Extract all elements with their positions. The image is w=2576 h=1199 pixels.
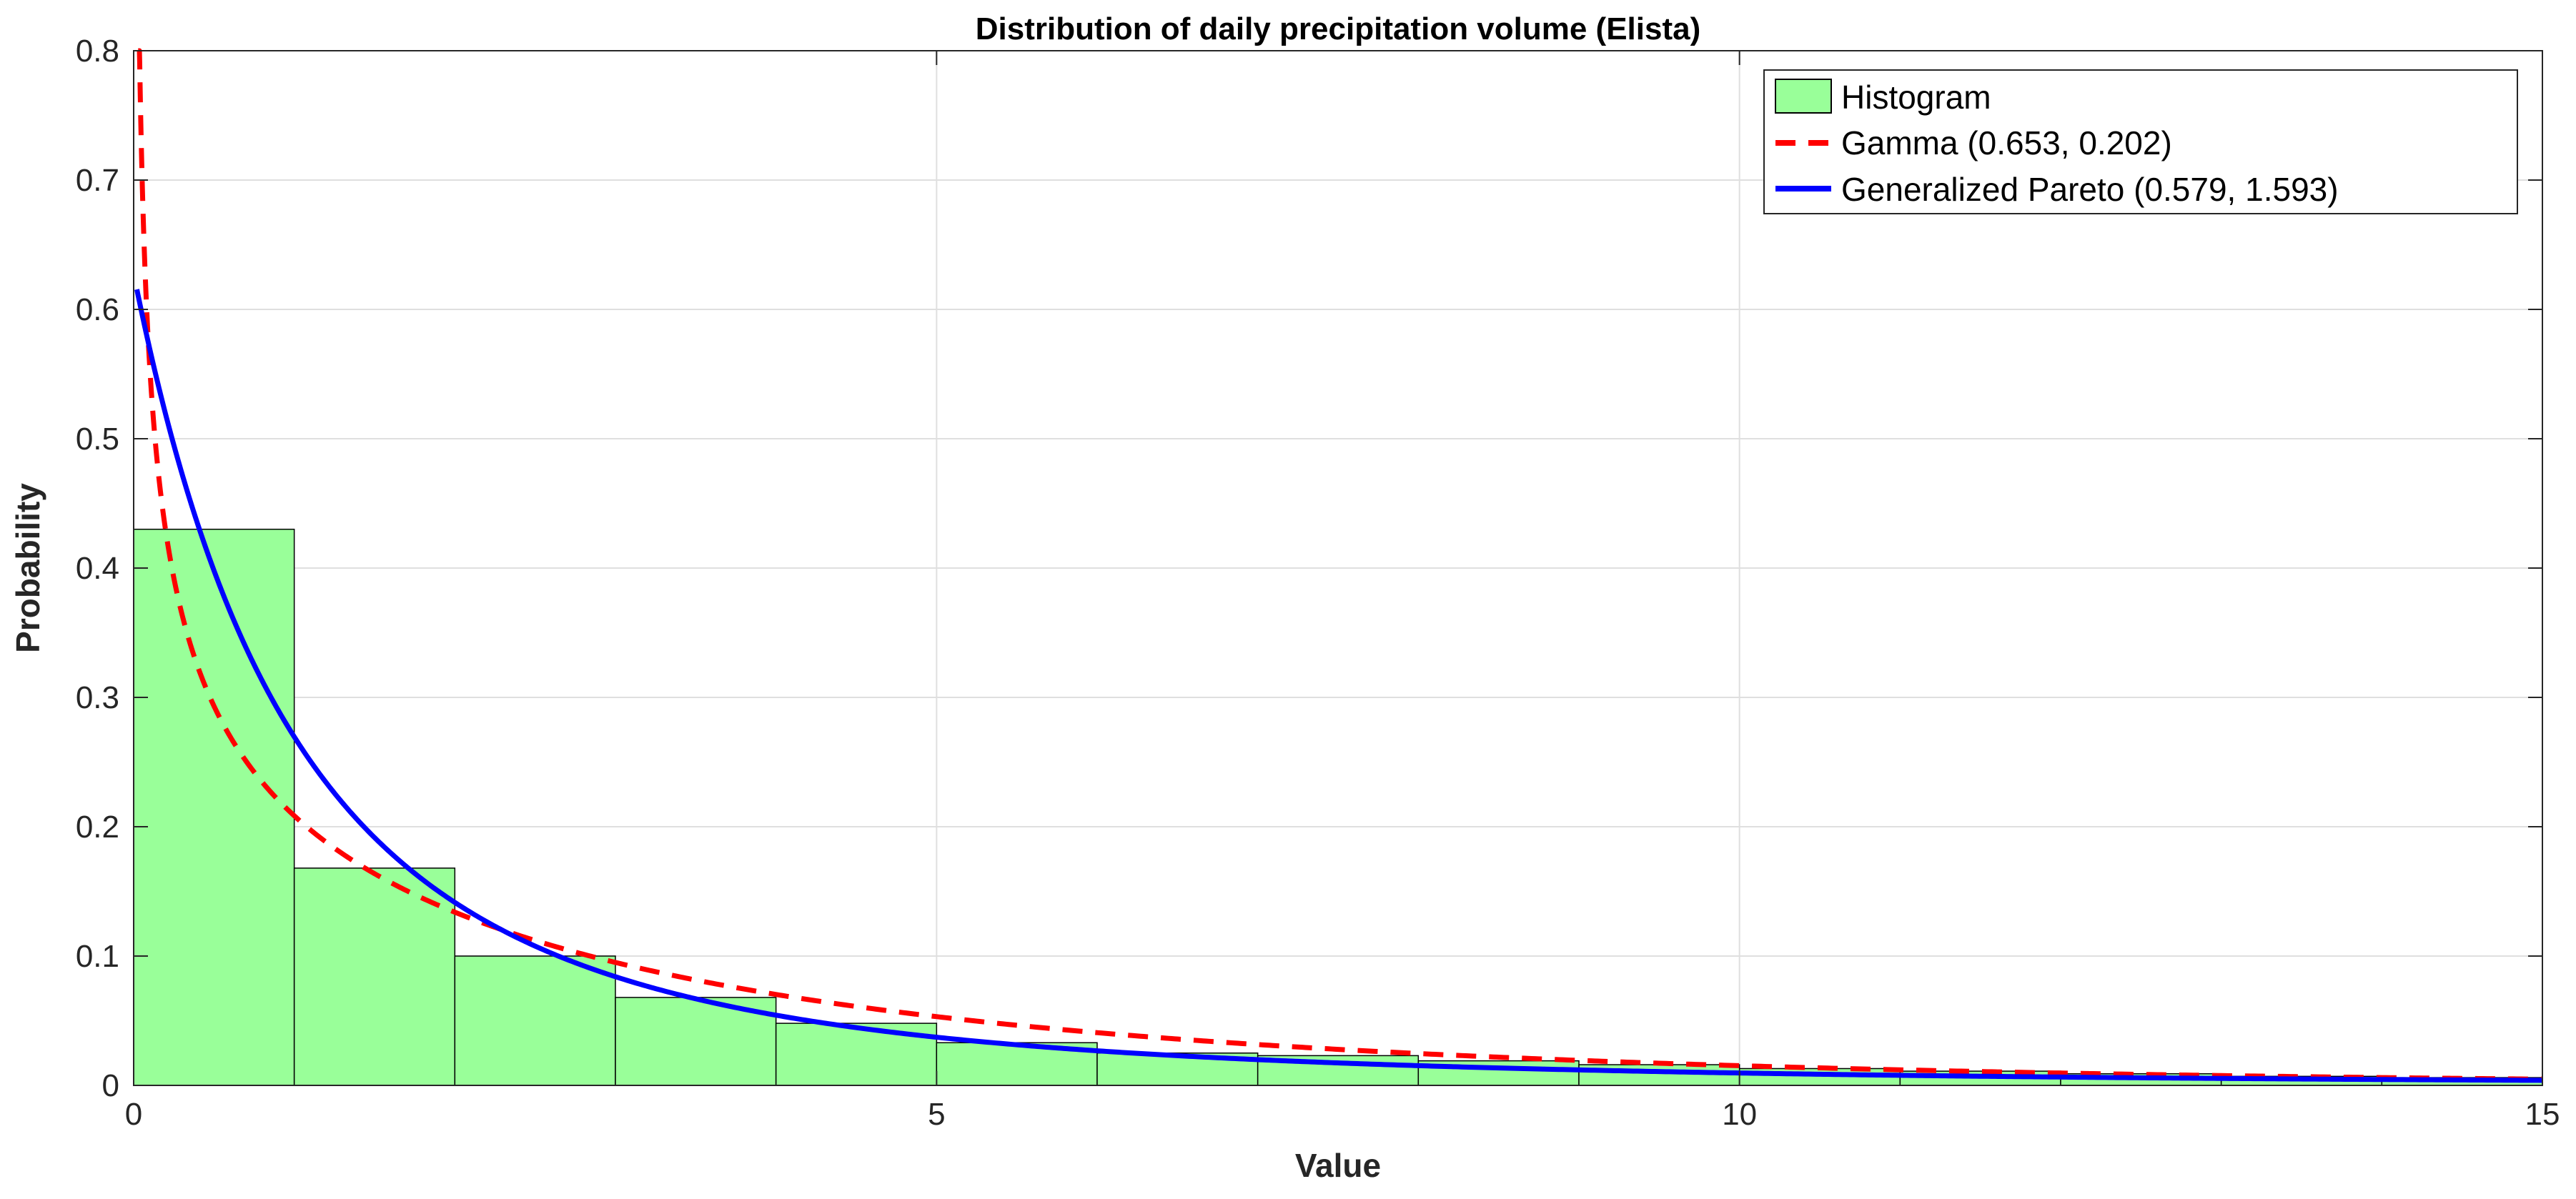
y-tick-label: 0.3 bbox=[76, 680, 119, 715]
legend: Histogram Gamma (0.653, 0.202) Generaliz… bbox=[1763, 69, 2518, 214]
x-axis-label: Value bbox=[1295, 1147, 1381, 1184]
histogram-bar bbox=[133, 528, 295, 1086]
legend-box bbox=[1763, 69, 2518, 214]
y-tick-label: 0.5 bbox=[76, 422, 119, 457]
gamma-curve bbox=[135, 48, 2543, 1082]
x-tick-label: 10 bbox=[1722, 1097, 1757, 1132]
y-tick-label: 0 bbox=[102, 1068, 119, 1103]
y-tick-label: 0.8 bbox=[76, 34, 119, 69]
y-tick-label: 0.2 bbox=[76, 810, 119, 845]
y-tick-label: 0.7 bbox=[76, 163, 119, 198]
distribution-curves bbox=[134, 48, 2543, 1083]
y-tick-label: 0.6 bbox=[76, 292, 119, 327]
legend-label-gamma: Gamma (0.653, 0.202) bbox=[1841, 124, 2172, 161]
axis-ticks: 0 5 10 15 0 0.1 0.2 0.3 0.4 0.5 0.6 0.7 0.8 bbox=[76, 34, 2560, 1132]
y-axis-label: Probability bbox=[9, 483, 46, 653]
histogram-bar bbox=[293, 867, 456, 1086]
x-tick-label: 0 bbox=[125, 1097, 142, 1132]
histogram-bar bbox=[454, 955, 616, 1086]
pareto-curve bbox=[134, 287, 2543, 1083]
x-tick-label: 15 bbox=[2525, 1097, 2560, 1132]
legend-label-histogram: Histogram bbox=[1841, 79, 1991, 116]
y-tick-label: 0.1 bbox=[76, 939, 119, 974]
chart-title: Distribution of daily precipitation volu… bbox=[976, 11, 1701, 46]
legend-label-pareto: Generalized Pareto (0.579, 1.593) bbox=[1841, 171, 2339, 208]
legend-swatch-histogram bbox=[1775, 79, 1832, 114]
y-tick-label: 0.4 bbox=[76, 551, 119, 586]
x-tick-label: 5 bbox=[928, 1097, 945, 1132]
